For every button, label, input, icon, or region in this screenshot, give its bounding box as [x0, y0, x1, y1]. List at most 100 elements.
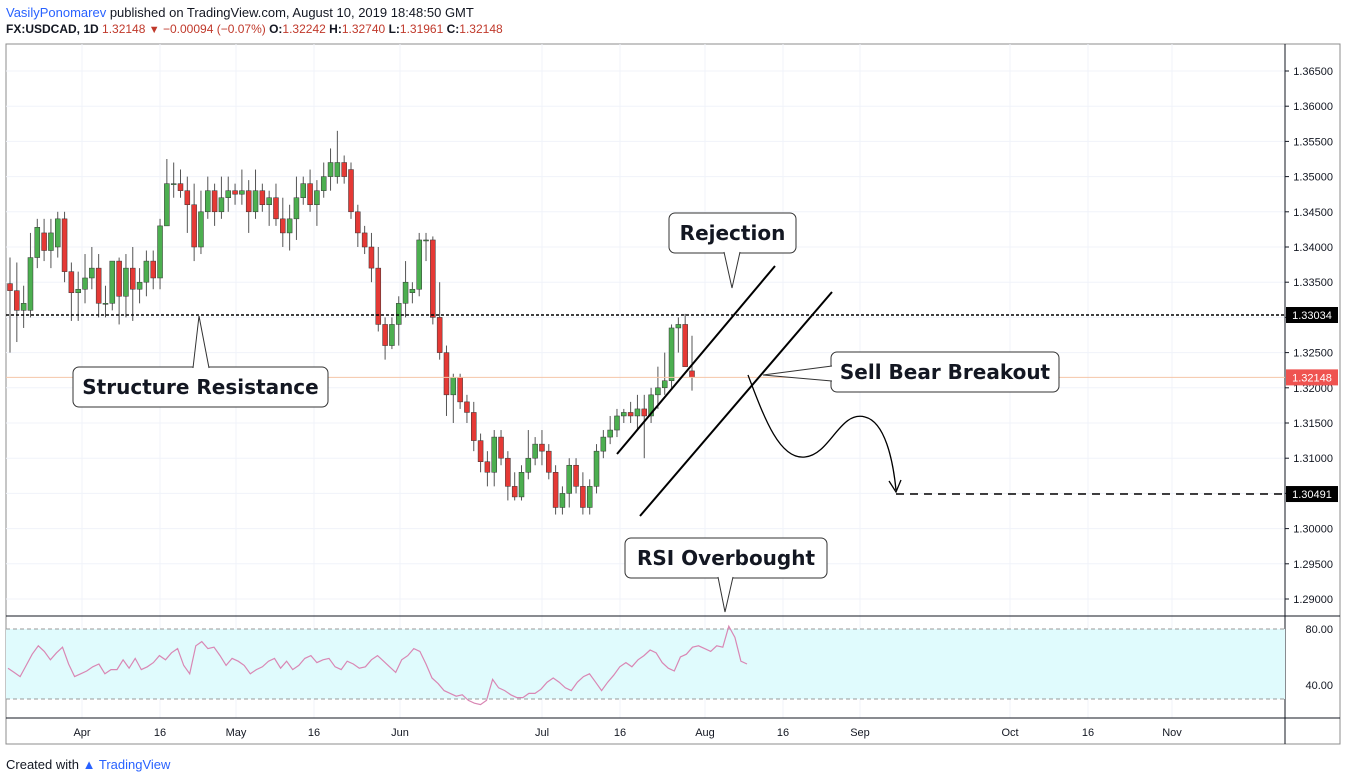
candle [648, 387, 654, 423]
candle [430, 236, 436, 325]
candle [443, 345, 450, 416]
candle [607, 415, 613, 445]
candle-body-up [300, 183, 307, 198]
target-price-tag: 1.30491 [1292, 489, 1332, 501]
candle-body-down [273, 197, 279, 220]
candle [395, 296, 402, 346]
candle-body-up [252, 190, 259, 213]
rsi-line [7, 624, 748, 706]
candle [614, 408, 620, 438]
candle-body-up [450, 376, 457, 396]
y-tick-label: 1.36500 [1293, 66, 1333, 78]
candle-body-up [559, 493, 566, 508]
candle [539, 430, 545, 466]
candle [348, 162, 354, 219]
candle-body-up [661, 380, 668, 389]
price-chart[interactable]: 1.36500 1.36000 1.35500 1.35000 1.34500 1.340… [0, 40, 1348, 750]
candle [355, 204, 361, 247]
y-tick-label: 1.34000 [1293, 242, 1333, 254]
candle-body-down [41, 232, 47, 251]
callout-structure-resistance-pointer [192, 315, 210, 369]
candle [552, 465, 559, 515]
candle-body-down [184, 190, 191, 206]
candle [48, 218, 54, 269]
candle-body-up [532, 443, 538, 459]
candle [505, 451, 511, 501]
y-tick-label: 1.32500 [1293, 348, 1333, 360]
down-arrow-icon: ▼ [148, 24, 160, 36]
callout-rejection: Rejection [668, 212, 797, 289]
candle-body-down [580, 486, 586, 508]
candle-body-down [348, 169, 354, 213]
y-tick-label: 1.33500 [1293, 277, 1333, 289]
candle-body-up [314, 190, 320, 206]
candle [586, 479, 593, 515]
candle [477, 433, 484, 473]
candle [573, 458, 579, 494]
candle-body-down [61, 218, 68, 272]
candle [661, 352, 668, 395]
candle [266, 190, 272, 226]
candle [218, 176, 225, 219]
candle [143, 250, 150, 297]
author-link[interactable]: VasilyPonomarev [6, 5, 107, 20]
candle [27, 232, 34, 318]
x-tick-label: 16 [308, 727, 320, 739]
candle [280, 197, 286, 247]
y-tick-label: 1.29000 [1293, 594, 1333, 606]
candle [627, 401, 634, 423]
candle [389, 317, 395, 350]
candle [286, 204, 293, 251]
x-tick-label: Jun [391, 727, 409, 739]
candle [20, 285, 27, 328]
x-tick-label: Nov [1162, 727, 1182, 739]
candle-body-up [614, 415, 620, 431]
tradingview-logo[interactable]: ▲ [82, 757, 96, 772]
candle-body-up [586, 486, 593, 508]
candle-body-up [123, 267, 129, 297]
y-tick-label: 1.32000 [1293, 383, 1333, 395]
x-tick-label: 16 [777, 727, 789, 739]
candle-body-down [68, 271, 75, 294]
candle-body-up [607, 429, 613, 438]
callout-rsi-overbought-text: RSI Overbought [637, 546, 816, 570]
candle-body-up [327, 162, 334, 177]
candle-body-up [389, 324, 395, 346]
x-tick-label: Sep [850, 727, 870, 739]
candle [75, 271, 81, 321]
candle [130, 247, 136, 321]
candle [205, 176, 211, 219]
callout-sell-bear-breakout-text: Sell Bear Breakout [840, 360, 1051, 384]
candle [102, 285, 109, 318]
target-price-tag-bg [1286, 486, 1338, 503]
candle [211, 183, 218, 226]
candle-body-down [355, 211, 361, 234]
high-value: 1.32740 [341, 22, 386, 36]
x-tick-label: Aug [695, 727, 715, 739]
candle [198, 190, 204, 255]
candle [170, 162, 177, 198]
candle-body-up [675, 324, 682, 329]
footer: Created with ▲ TradingView [6, 757, 170, 772]
tradingview-brand[interactable]: TradingView [98, 757, 171, 772]
candle-body-up [423, 239, 429, 242]
candle-body-down [539, 443, 545, 452]
candle [382, 317, 388, 360]
x-tick-label: 16 [154, 727, 166, 739]
candle-body-down [259, 190, 266, 206]
candle-body-up [239, 190, 245, 195]
candle-body-down [211, 190, 218, 213]
candle [471, 401, 477, 452]
candle [191, 183, 197, 262]
candle [157, 218, 163, 290]
candle [484, 451, 491, 487]
candle-body-up [225, 190, 231, 198]
callout-structure-resistance: Structure Resistance [72, 315, 329, 408]
candle-body-up [205, 190, 211, 213]
publish-info: VasilyPonomarev published on TradingView… [6, 5, 474, 20]
candle-body-up [34, 227, 41, 258]
candle [259, 183, 266, 212]
candle-body-up [198, 211, 204, 248]
candle-body-down [436, 317, 443, 353]
candle-body-down [116, 260, 122, 297]
